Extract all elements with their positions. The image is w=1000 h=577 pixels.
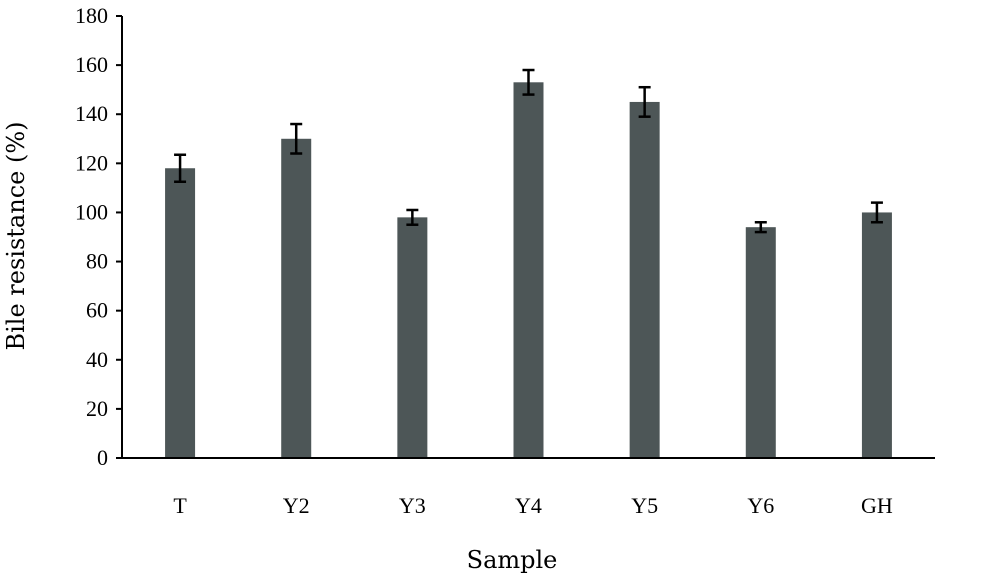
bar-y2 [281,138,312,458]
y-tick-label: 100 [75,199,108,224]
bar-y4 [513,82,544,459]
x-axis-category-labels: T Y2 Y3 Y4 Y5 Y6 GH [173,493,893,518]
y-tick-label: 120 [75,150,108,175]
y-axis-title: Bile resistance (%) [2,121,30,350]
bar-y5 [629,101,660,458]
category-label-y5: Y5 [631,493,658,518]
bar-y6 [745,227,776,458]
error-bar-t [174,153,187,183]
error-bar-y2 [290,122,303,155]
y-tick-label: 80 [86,249,108,274]
y-tick-label: 20 [86,396,108,421]
category-label-y4: Y4 [515,493,542,518]
y-tick-label: 140 [75,101,108,126]
y-tick-label: 60 [86,298,108,323]
bar-gh [861,212,892,458]
error-bar-y3 [406,208,419,226]
y-tick-label: 180 [75,3,108,28]
error-bar-gh [870,201,883,224]
y-axis-ticks: 0 20 40 60 80 100 120 140 160 180 [75,3,122,470]
error-bars [174,68,883,234]
y-tick-label: 40 [86,347,108,372]
category-label-t: T [173,493,187,518]
bar-t [165,168,196,458]
error-bar-y4 [522,68,535,96]
bars [165,82,892,459]
y-tick-label: 160 [75,52,108,77]
bar-y3 [397,217,428,458]
y-tick-label: 0 [97,445,108,470]
x-axis-title: Sample [467,546,558,574]
category-label-y3: Y3 [399,493,426,518]
category-label-y6: Y6 [747,493,774,518]
category-label-gh: GH [861,493,893,518]
category-label-y2: Y2 [283,493,310,518]
error-bar-y6 [754,221,767,234]
error-bar-y5 [638,85,651,118]
